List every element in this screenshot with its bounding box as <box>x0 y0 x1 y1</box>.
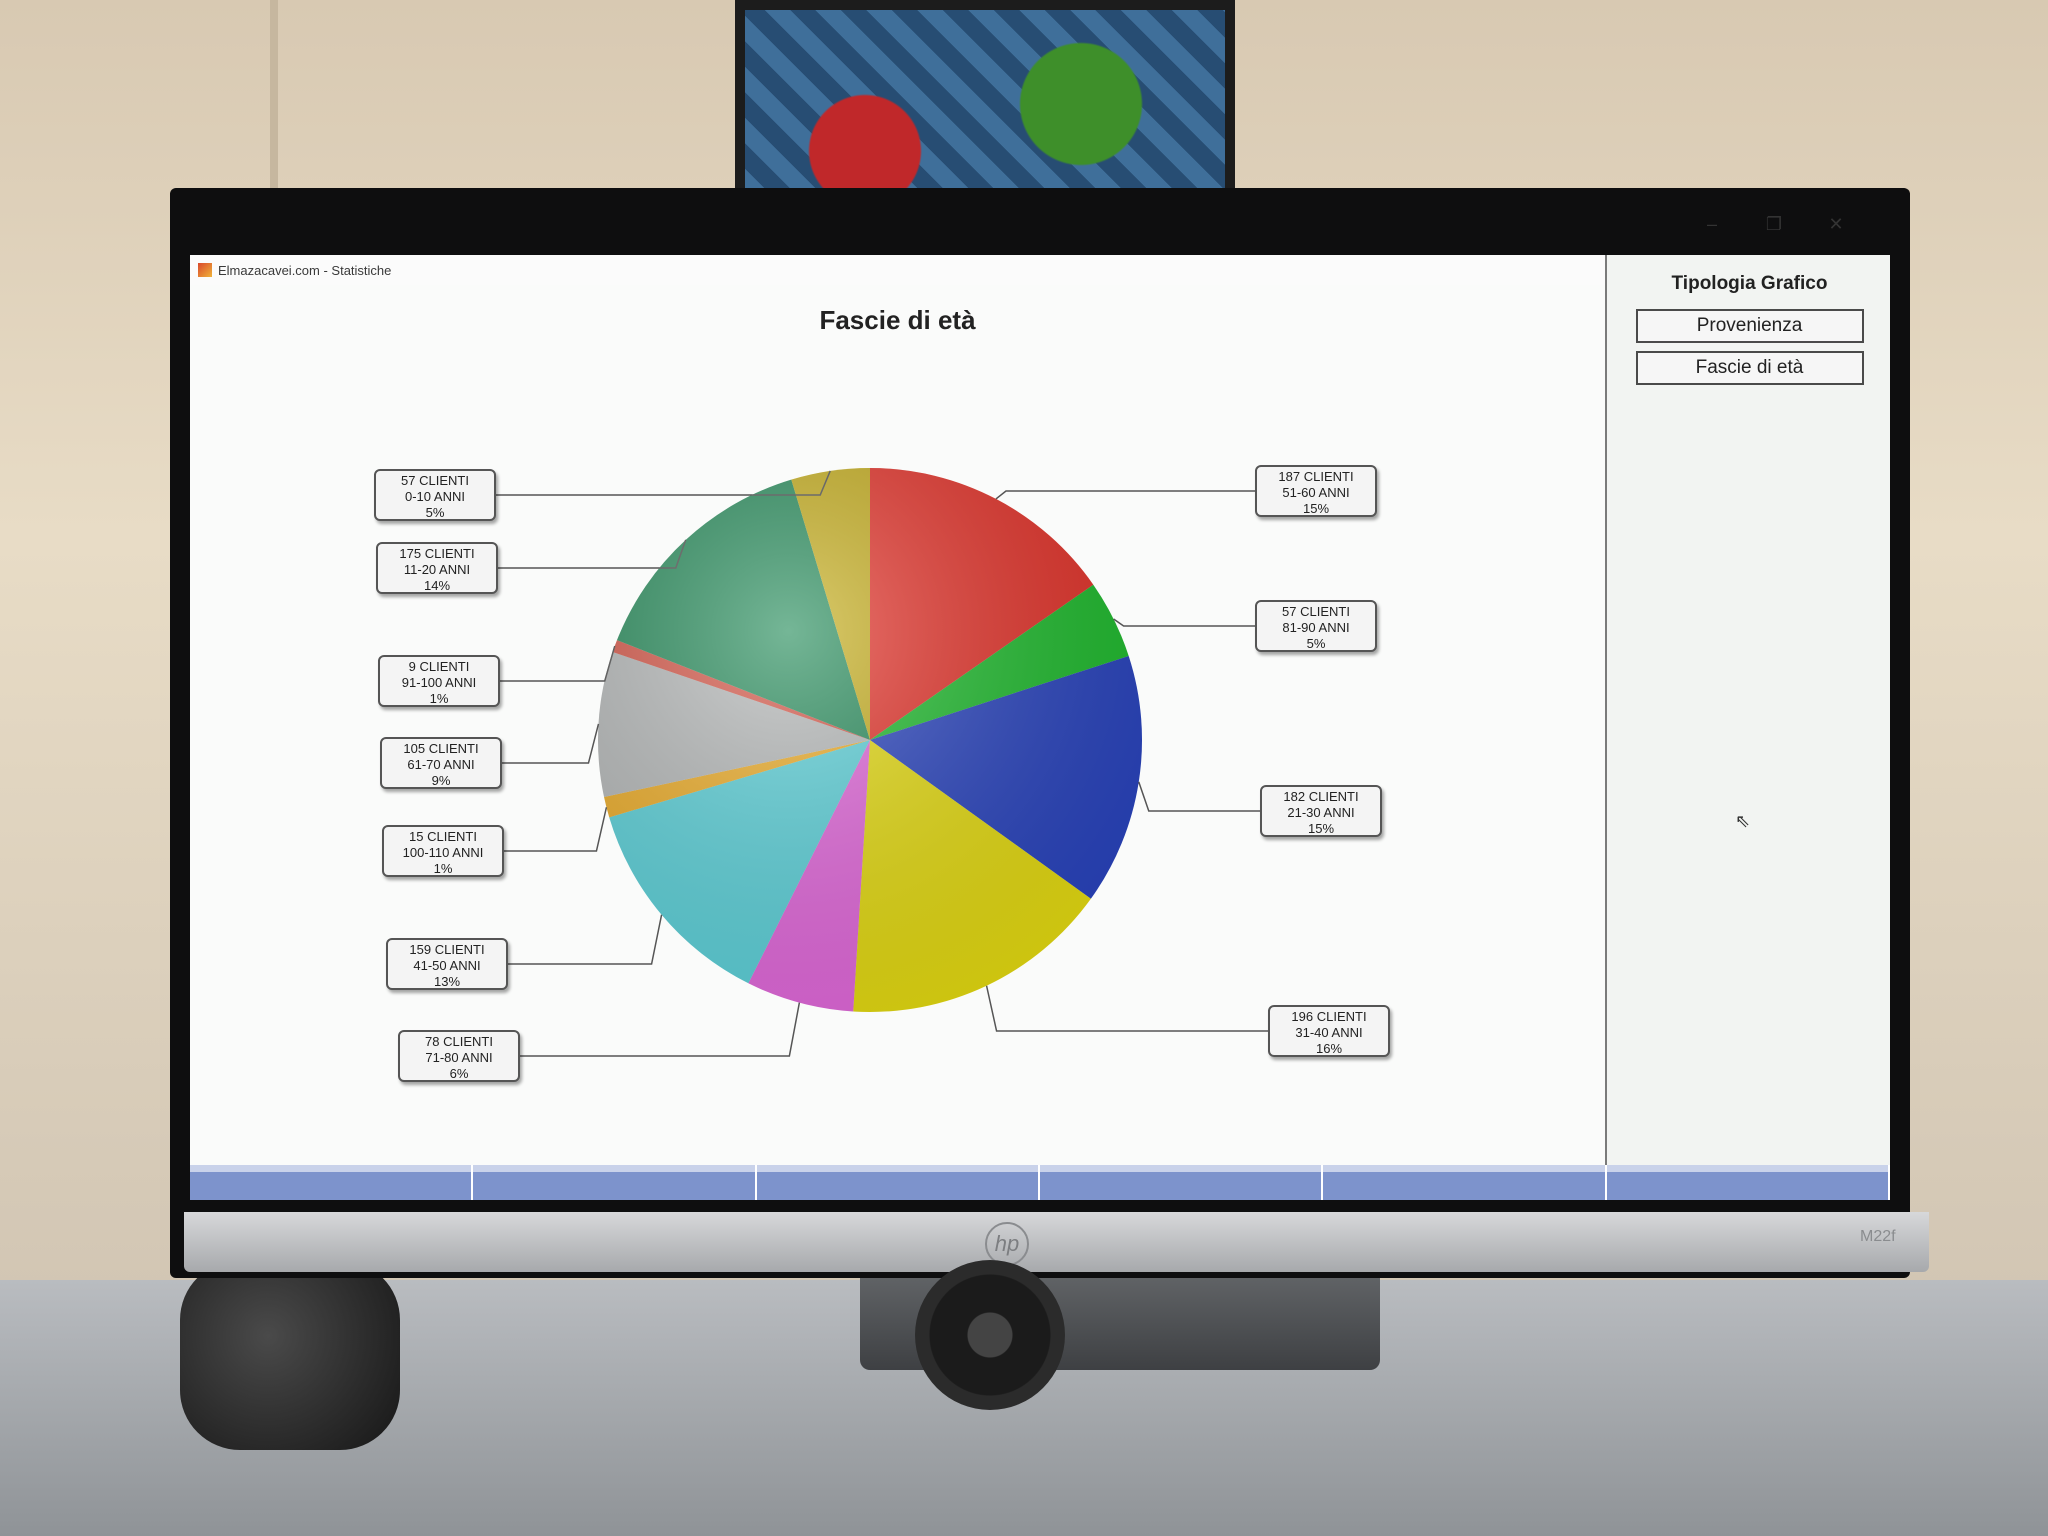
slice-callout: 78 CLIENTI 71-80 ANNI 6% <box>398 1030 520 1082</box>
callout-clients: 182 CLIENTI <box>1283 789 1359 804</box>
leader-line <box>508 914 663 965</box>
callout-pct: 9% <box>431 773 451 788</box>
provenienza-button[interactable]: Provenienza <box>1635 309 1864 343</box>
callout-clients: 57 CLIENTI <box>1282 604 1350 619</box>
fascie-di-eta-button[interactable]: Fascie di età <box>1635 351 1864 385</box>
callout-clients: 15 CLIENTI <box>409 829 477 844</box>
callout-label: 100-110 ANNI <box>402 845 484 860</box>
pie-shading <box>598 468 1142 1012</box>
window-title: Elmazacavei.com - Statistiche <box>218 262 392 278</box>
callout-pct: 15% <box>1302 501 1330 516</box>
callout-pct: 5% <box>1306 636 1326 651</box>
callout-clients: 105 CLIENTI <box>403 741 479 756</box>
status-segment <box>756 1165 1040 1200</box>
callout-clients: 78 CLIENTI <box>425 1034 493 1049</box>
status-segment <box>1606 1165 1890 1200</box>
leader-line <box>1138 781 1260 812</box>
monitor-model: M22f <box>1860 1228 1896 1245</box>
leader-line <box>500 645 616 682</box>
chart-area: Fascie di età 187 CLIENTI 51-60 ANNI 15% 57… <box>190 285 1605 1165</box>
leader-line <box>995 490 1255 500</box>
callout-clients: 196 CLIENTI <box>1291 1009 1367 1024</box>
slice-callout: 15 CLIENTI 100-110 ANNI 1% <box>382 825 504 877</box>
callout-pct: 13% <box>433 974 461 989</box>
callout-pct: 14% <box>423 578 451 593</box>
callout-pct: 1% <box>433 861 453 876</box>
callout-label: 21-30 ANNI <box>1287 805 1355 820</box>
mouse-cursor-icon: ⇖ <box>1735 811 1751 831</box>
slice-callout: 182 CLIENTI 21-30 ANNI 15% <box>1260 785 1382 837</box>
slice-callout: 57 CLIENTI 81-90 ANNI 5% <box>1255 600 1377 652</box>
slice-callout: 9 CLIENTI 91-100 ANNI 1% <box>378 655 500 707</box>
slice-callout: 196 CLIENTI 31-40 ANNI 16% <box>1268 1005 1390 1057</box>
leader-line <box>985 985 1268 1032</box>
callout-label: 61-70 ANNI <box>407 757 475 772</box>
callout-clients: 57 CLIENTI <box>401 473 469 488</box>
leader-line <box>498 539 687 569</box>
leader-line <box>504 807 608 852</box>
slice-callout: 187 CLIENTI 51-60 ANNI 15% <box>1255 465 1377 517</box>
app-window: Elmazacavei.com - Statistiche Fascie di … <box>190 255 1890 1200</box>
callout-label: 0-10 ANNI <box>405 489 465 504</box>
status-segment <box>473 1165 757 1200</box>
speaker <box>180 1260 400 1450</box>
pie-chart <box>496 468 1268 1057</box>
callout-pct: 1% <box>429 691 449 706</box>
callout-label: 91-100 ANNI <box>401 675 477 690</box>
callout-clients: 175 CLIENTI <box>399 546 475 561</box>
callout-pct: 5% <box>425 505 445 520</box>
close-button[interactable]: ✕ <box>1828 214 1844 234</box>
callout-clients: 159 CLIENTI <box>409 942 485 957</box>
status-segment <box>190 1165 474 1200</box>
callout-label: 51-60 ANNI <box>1282 485 1350 500</box>
callout-label: 11-20 ANNI <box>403 562 471 577</box>
callout-pct: 15% <box>1307 821 1335 836</box>
slice-callout: 105 CLIENTI 61-70 ANNI 9% <box>380 737 502 789</box>
callout-label: 41-50 ANNI <box>413 958 481 973</box>
webcam <box>915 1260 1065 1410</box>
callout-pct: 6% <box>449 1066 469 1081</box>
callout-clients: 9 CLIENTI <box>408 659 470 674</box>
minimize-button[interactable]: – <box>1706 214 1717 234</box>
status-bar <box>190 1165 1890 1200</box>
sidebar-title: Tipologia Grafico <box>1671 273 1828 294</box>
leader-line <box>1113 618 1255 627</box>
chart-title: Fascie di età <box>819 305 976 335</box>
slice-callout: 57 CLIENTI 0-10 ANNI 5% <box>374 469 496 521</box>
restore-button[interactable]: ❐ <box>1765 214 1783 234</box>
app-icon <box>198 263 212 277</box>
slice-callout: 159 CLIENTI 41-50 ANNI 13% <box>386 938 508 990</box>
leader-line <box>502 723 600 764</box>
status-segment <box>1039 1165 1324 1200</box>
status-segment <box>1323 1165 1607 1200</box>
slice-callout: 175 CLIENTI 11-20 ANNI 14% <box>376 542 498 594</box>
sidebar: Tipologia Grafico Provenienza Fascie di … <box>1605 255 1890 1200</box>
callout-label: 81-90 ANNI <box>1282 620 1350 635</box>
callout-clients: 187 CLIENTI <box>1278 469 1354 484</box>
leader-line <box>520 1002 801 1057</box>
callout-pct: 16% <box>1315 1041 1343 1056</box>
callout-label: 71-80 ANNI <box>425 1050 493 1065</box>
callout-label: 31-40 ANNI <box>1295 1025 1363 1040</box>
monitor-chin <box>184 1212 1929 1272</box>
